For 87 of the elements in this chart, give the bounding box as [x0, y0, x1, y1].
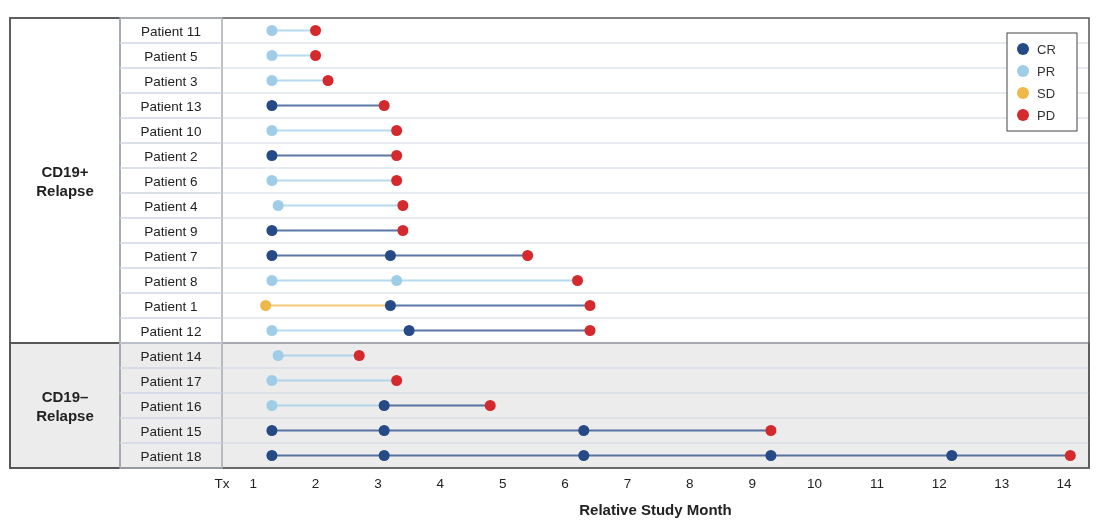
point [272, 350, 284, 361]
point [522, 250, 534, 261]
point [384, 300, 396, 311]
point [260, 300, 272, 311]
point [391, 125, 403, 136]
point [484, 400, 496, 411]
y-tick-label: Patient 5 [144, 48, 198, 64]
x-tick-label: 4 [436, 476, 445, 491]
y-tick-label: Patient 12 [140, 323, 202, 339]
point [266, 75, 278, 86]
point [266, 325, 278, 336]
point [397, 200, 409, 211]
legend-label: PD [1037, 108, 1056, 123]
x-tick-label: 2 [311, 476, 320, 491]
y-tick-label: Patient 2 [144, 148, 198, 164]
point [578, 425, 590, 436]
point [584, 300, 596, 311]
legend-label: SD [1037, 86, 1056, 101]
point [572, 275, 584, 286]
y-tick-label: Patient 4 [144, 198, 199, 214]
y-tick-label: Patient 17 [140, 373, 202, 389]
point [272, 200, 284, 211]
text: CD19+ Relapse [36, 162, 94, 199]
point [378, 425, 390, 436]
y-tick-label: Patient 3 [144, 73, 198, 89]
y-tick-label: Patient 13 [140, 98, 202, 114]
point [391, 375, 403, 386]
point [353, 350, 365, 361]
point [266, 250, 278, 261]
point [310, 25, 322, 36]
point [391, 175, 403, 186]
y-tick-label: Patient 15 [140, 423, 202, 439]
point [266, 425, 278, 436]
y-tick-label: Patient 7 [144, 248, 198, 264]
x-tick-label: 12 [931, 476, 947, 491]
x-tick-label: 11 [869, 476, 884, 491]
point [266, 375, 278, 386]
x-tick-label: Tx [214, 476, 230, 491]
y-tick-label: Patient 1 [144, 298, 198, 314]
y-tick-label: Patient 6 [144, 173, 198, 189]
point [266, 225, 278, 236]
point [384, 250, 396, 261]
x-axis-title: Relative Study Month [579, 501, 732, 518]
point [378, 450, 390, 461]
point [578, 450, 590, 461]
point [310, 50, 322, 61]
band-label: CD19– Relapse [36, 387, 94, 424]
point [946, 450, 958, 461]
point [266, 50, 278, 61]
y-tick-label: Patient 10 [140, 123, 202, 139]
point [266, 100, 278, 111]
y-tick-label: Patient 11 [141, 23, 201, 39]
point [378, 100, 390, 111]
y-tick-label: Patient 14 [140, 348, 202, 364]
y-tick-label: Patient 16 [140, 398, 202, 414]
point [266, 450, 278, 461]
x-tick-label: 6 [561, 476, 569, 491]
x-tick-label: 7 [623, 476, 632, 491]
legend-label: CR [1037, 42, 1056, 57]
y-tick-label: Patient 9 [144, 223, 198, 239]
y-tick-label: Patient 8 [144, 273, 198, 289]
point [266, 400, 278, 411]
point [403, 325, 415, 336]
point [765, 425, 777, 436]
point [266, 275, 278, 286]
legend-label: PR [1037, 64, 1056, 79]
point [391, 275, 403, 286]
x-tick-label: 1 [249, 476, 257, 491]
x-tick-label: 9 [748, 476, 756, 491]
point [266, 175, 278, 186]
point [391, 150, 403, 161]
point [1064, 450, 1076, 461]
x-tick-label: 14 [1056, 476, 1073, 491]
x-tick-label: 8 [686, 476, 694, 491]
point [584, 325, 596, 336]
point [378, 400, 390, 411]
point [322, 75, 334, 86]
y-tick-label: Patient 18 [140, 448, 202, 464]
point [266, 150, 278, 161]
point [765, 450, 777, 461]
point [266, 25, 278, 36]
x-tick-label: 10 [807, 476, 823, 491]
x-tick-label: 13 [994, 476, 1010, 491]
point [266, 125, 278, 136]
point [397, 225, 409, 236]
x-tick-label: 3 [374, 476, 382, 491]
x-tick-label: 5 [498, 476, 507, 491]
